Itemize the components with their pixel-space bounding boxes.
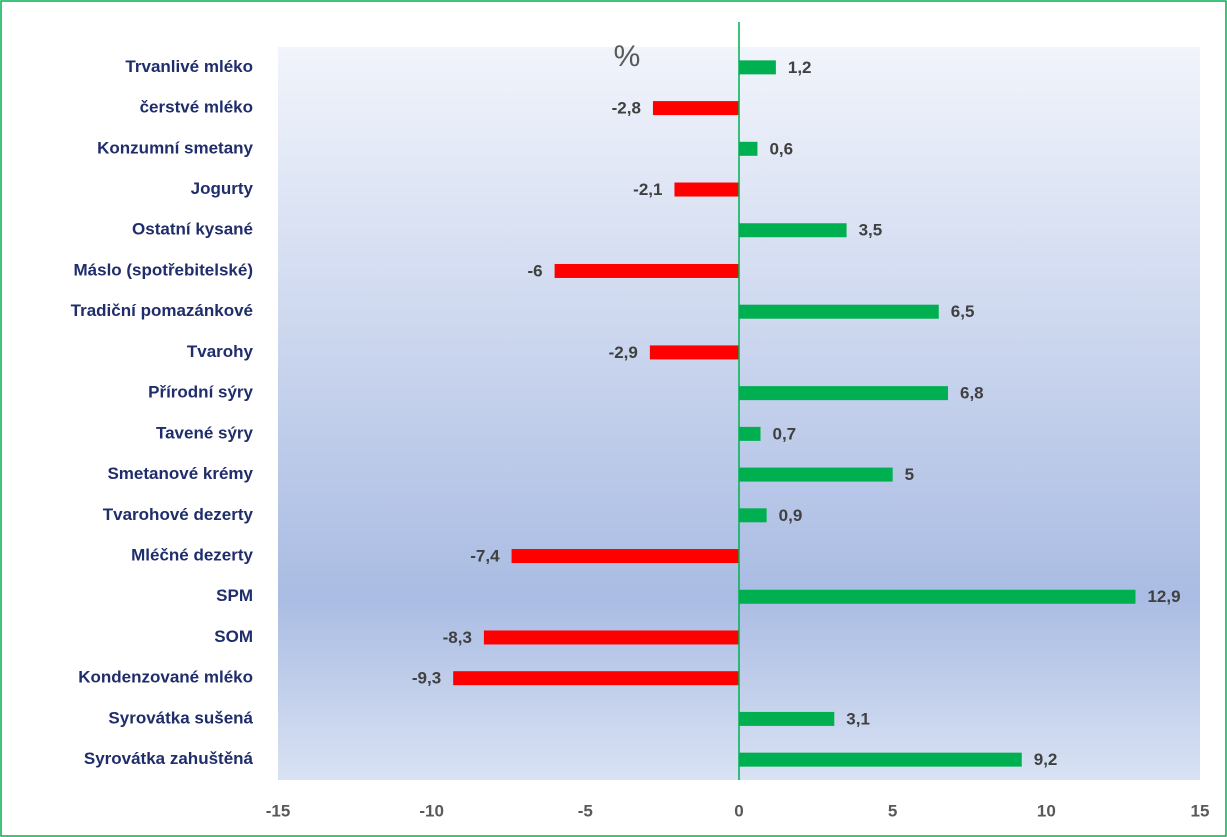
data-label: -6	[527, 261, 542, 280]
y-tick-label: Syrovátka zahuštěná	[84, 749, 254, 768]
bar	[739, 223, 847, 238]
y-tick-label: Máslo (spotřebitelské)	[74, 260, 254, 279]
data-label: -2,9	[609, 343, 638, 362]
y-tick-label: Mléčné dezerty	[131, 546, 253, 565]
y-tick-label: Tvarohy	[187, 342, 254, 361]
y-tick-label: Jogurty	[191, 179, 254, 198]
y-tick-label: SOM	[214, 627, 253, 646]
y-tick-label: Konzumní smetany	[97, 138, 253, 157]
bar	[739, 467, 893, 482]
bar	[739, 508, 767, 523]
data-label: 3,5	[859, 221, 883, 240]
bar	[554, 263, 739, 278]
annotation: %	[614, 40, 641, 73]
x-tick-label: 15	[1191, 801, 1210, 820]
bar	[652, 101, 739, 116]
bar	[739, 589, 1136, 604]
y-tick-label: Smetanové krémy	[107, 464, 253, 483]
data-label: -9,3	[412, 669, 441, 688]
data-label: -2,8	[612, 99, 641, 118]
y-tick-label: Ostatní kysané	[132, 220, 253, 239]
y-tick-label: Tvarohové dezerty	[103, 505, 254, 524]
bar	[739, 711, 835, 726]
y-tick-label: Tradiční pomazánkové	[71, 301, 253, 320]
bar	[739, 386, 948, 401]
y-tick-label: Syrovátka sušená	[108, 708, 253, 727]
data-label: 3,1	[846, 709, 870, 728]
x-tick-label: -15	[266, 801, 291, 820]
x-tick-label: -5	[578, 801, 593, 820]
data-label: -8,3	[443, 628, 472, 647]
y-tick-label: Kondenzované mléko	[78, 668, 253, 687]
data-label: 0,9	[779, 506, 803, 525]
y-tick-label: Přírodní sýry	[148, 383, 253, 402]
data-label: 1,2	[788, 58, 812, 77]
data-label: 12,9	[1147, 587, 1180, 606]
x-tick-label: 10	[1037, 801, 1056, 820]
data-label: 5	[905, 465, 914, 484]
bar	[453, 671, 739, 686]
y-tick-label: čerstvé mléko	[140, 98, 253, 117]
bar	[739, 752, 1022, 767]
bar	[739, 141, 758, 156]
bar	[739, 426, 761, 441]
y-tick-label: Tavené sýry	[156, 423, 254, 442]
y-tick-label: Trvanlivé mléko	[125, 57, 253, 76]
data-label: 6,5	[951, 302, 975, 321]
data-label: -2,1	[633, 180, 662, 199]
x-tick-label: 5	[888, 801, 897, 820]
x-tick-label: -10	[419, 801, 444, 820]
data-label: -7,4	[470, 547, 500, 566]
data-label: 9,2	[1034, 750, 1058, 769]
bar	[511, 549, 739, 564]
bar	[649, 345, 739, 360]
data-label: 0,6	[769, 139, 793, 158]
bar	[674, 182, 739, 197]
data-label: 6,8	[960, 384, 984, 403]
bar	[739, 60, 776, 75]
data-label: 0,7	[773, 424, 797, 443]
bar	[483, 630, 739, 645]
bar	[739, 304, 939, 319]
x-tick-label: 0	[734, 801, 743, 820]
y-tick-label: SPM	[216, 586, 253, 605]
